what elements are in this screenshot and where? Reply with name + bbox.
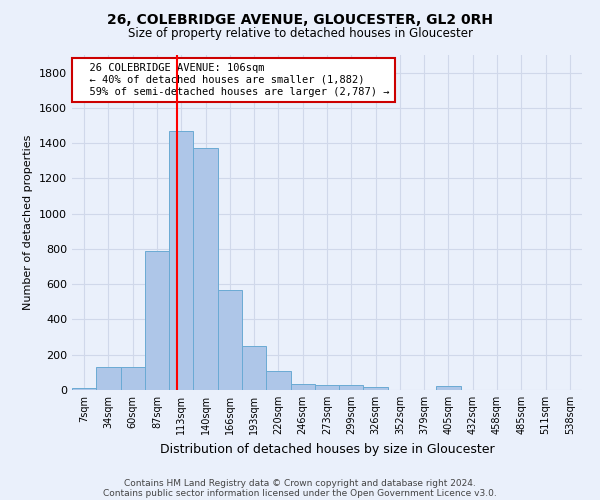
Text: Contains public sector information licensed under the Open Government Licence v3: Contains public sector information licen… <box>103 488 497 498</box>
Bar <box>339 384 364 390</box>
Text: Size of property relative to detached houses in Gloucester: Size of property relative to detached ho… <box>128 28 473 40</box>
Bar <box>242 346 266 390</box>
Bar <box>96 367 121 390</box>
X-axis label: Distribution of detached houses by size in Gloucester: Distribution of detached houses by size … <box>160 442 494 456</box>
Bar <box>290 384 315 390</box>
Text: 26 COLEBRIDGE AVENUE: 106sqm
  ← 40% of detached houses are smaller (1,882)
  59: 26 COLEBRIDGE AVENUE: 106sqm ← 40% of de… <box>77 64 389 96</box>
Text: 26, COLEBRIDGE AVENUE, GLOUCESTER, GL2 0RH: 26, COLEBRIDGE AVENUE, GLOUCESTER, GL2 0… <box>107 12 493 26</box>
Y-axis label: Number of detached properties: Number of detached properties <box>23 135 34 310</box>
Bar <box>364 387 388 390</box>
Bar <box>436 386 461 390</box>
Bar <box>315 384 339 390</box>
Bar <box>266 370 290 390</box>
Bar <box>121 367 145 390</box>
Bar <box>218 290 242 390</box>
Bar <box>145 250 169 390</box>
Bar <box>169 131 193 390</box>
Bar <box>193 148 218 390</box>
Text: Contains HM Land Registry data © Crown copyright and database right 2024.: Contains HM Land Registry data © Crown c… <box>124 478 476 488</box>
Bar <box>72 388 96 390</box>
